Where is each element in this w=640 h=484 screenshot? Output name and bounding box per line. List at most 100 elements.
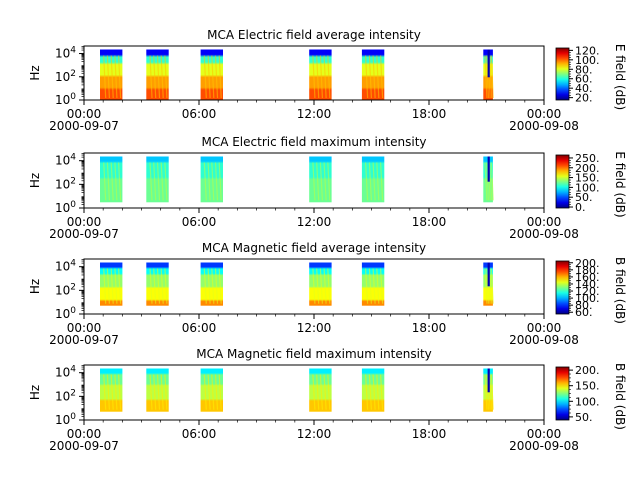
colorbar	[555, 366, 570, 421]
colorbar-label: B field (dB)	[613, 363, 627, 430]
colorbar-tick-label: 150.	[575, 172, 600, 185]
spectrogram-texture	[153, 374, 157, 410]
colorbar-tick-label: 120.	[575, 44, 600, 57]
colorbar-tick-label: 250.	[575, 152, 600, 165]
y-axis-label: Hz	[28, 173, 42, 188]
spectrogram-texture	[149, 55, 153, 99]
x-tick-label: 06:00	[182, 321, 217, 335]
x-date-label: 2000-09-08	[509, 227, 579, 241]
spectrogram-texture	[312, 162, 316, 201]
colorbar-tick-label: 100.	[575, 395, 600, 408]
colorbar-tick-label: 0.	[575, 201, 586, 214]
spectrogram-texture	[160, 268, 164, 304]
spectrogram-texture	[490, 268, 494, 304]
spectrogram-texture	[323, 162, 327, 201]
spectrogram-texture	[207, 55, 211, 99]
colorbar-tick-label: 200.	[575, 162, 600, 175]
x-date-label: 2000-09-08	[509, 119, 579, 133]
y-axis-label: Hz	[28, 279, 42, 294]
spectrogram-texture	[211, 162, 215, 201]
spectrogram-texture	[327, 55, 331, 99]
spectrogram-texture	[380, 162, 384, 201]
spectrogram-texture	[207, 268, 211, 304]
panel-title: MCA Magnetic field maximum intensity	[196, 347, 432, 361]
spectrogram-texture	[319, 162, 323, 201]
y-tick-label: 102	[55, 282, 76, 297]
spectrogram-texture	[207, 374, 211, 410]
colorbar-tick-label: 40.	[575, 82, 593, 95]
spectrogram-texture	[110, 162, 114, 201]
spectrogram-texture	[153, 162, 157, 201]
spectrogram-texture	[114, 55, 118, 99]
x-tick-label: 00:00	[527, 427, 562, 441]
spectrogram-texture	[327, 374, 331, 410]
x-tick-label: 00:00	[527, 321, 562, 335]
x-tick-label: 00:00	[67, 427, 102, 441]
colorbar-label: E field (dB)	[613, 44, 627, 110]
spectrogram-texture	[118, 374, 122, 410]
spectrogram-texture	[490, 162, 494, 201]
spectrogram-texture	[323, 374, 327, 410]
spectrogram-texture	[118, 268, 122, 304]
spectrogram-texture	[485, 55, 490, 99]
colorbar-tick-label: 20.	[575, 92, 593, 105]
spectrogram-texture	[368, 162, 372, 201]
panel-1: MCA Electric field average intensity Hz 10…	[28, 28, 627, 133]
colorbar-tick-label: 120.	[575, 285, 600, 298]
panel-title: MCA Electric field average intensity	[207, 28, 421, 42]
colorbar-tick-label: 100.	[575, 181, 600, 194]
colorbar	[555, 47, 570, 101]
y-tick-label: 102	[55, 388, 76, 403]
x-tick-label: 06:00	[182, 215, 217, 229]
spectrogram-texture	[365, 162, 369, 201]
spectrogram-texture	[484, 162, 488, 201]
y-tick-label: 100	[55, 412, 76, 427]
colorbar	[555, 260, 570, 315]
spectrogram-texture	[103, 55, 107, 99]
spectrogram-texture	[203, 374, 207, 410]
spectrogram-texture	[319, 374, 323, 410]
spectrogram-texture	[485, 374, 490, 410]
spectrogram-texture	[372, 268, 376, 304]
spectrogram-texture	[211, 268, 215, 304]
colorbar-tick-label: 180.	[575, 264, 600, 277]
spectrogram-texture	[218, 268, 222, 304]
spectrogram-texture	[365, 55, 369, 99]
x-tick-label: 12:00	[297, 321, 332, 335]
spectrogram-texture	[218, 374, 222, 410]
spectrogram-texture	[489, 55, 493, 99]
spectrogram-texture	[106, 268, 110, 304]
spectrogram-texture	[490, 374, 494, 410]
y-tick-label: 104	[55, 259, 76, 274]
spectrogram-texture	[164, 55, 168, 99]
spectrogram-feature	[487, 156, 490, 182]
spectrogram-texture	[490, 55, 494, 99]
x-date-label: 2000-09-08	[509, 333, 579, 347]
x-tick-label: 12:00	[297, 427, 332, 441]
y-tick-label: 100	[55, 92, 76, 107]
colorbar-tick-label: 50.	[575, 191, 593, 204]
spectrogram-texture	[380, 268, 384, 304]
spectrogram-texture	[203, 268, 207, 304]
spectrogram-texture	[164, 268, 168, 304]
colorbar-tick-label: 100.	[575, 54, 600, 67]
x-tick-label: 18:00	[412, 107, 447, 121]
colorbar-label: B field (dB)	[613, 257, 627, 324]
spectrogram-texture	[114, 268, 118, 304]
spectrogram-texture	[153, 55, 157, 99]
spectrogram-texture	[214, 162, 219, 201]
spectrogram-texture	[153, 268, 157, 304]
x-tick-label: 00:00	[67, 107, 102, 121]
spectrogram-texture	[323, 268, 327, 304]
spectrogram-texture	[164, 162, 168, 201]
x-tick-label: 18:00	[412, 215, 447, 229]
spectrogram-texture	[118, 162, 122, 201]
colorbar-tick-label: 60.	[575, 73, 593, 86]
spectrogram-texture	[485, 162, 490, 201]
spectrogram-texture	[156, 162, 161, 201]
y-tick-label: 100	[55, 306, 76, 321]
spectrogram-texture	[316, 374, 320, 410]
colorbar-tick-label: 150.	[575, 380, 600, 393]
x-tick-label: 06:00	[182, 107, 217, 121]
spectrogram-texture	[110, 55, 114, 99]
